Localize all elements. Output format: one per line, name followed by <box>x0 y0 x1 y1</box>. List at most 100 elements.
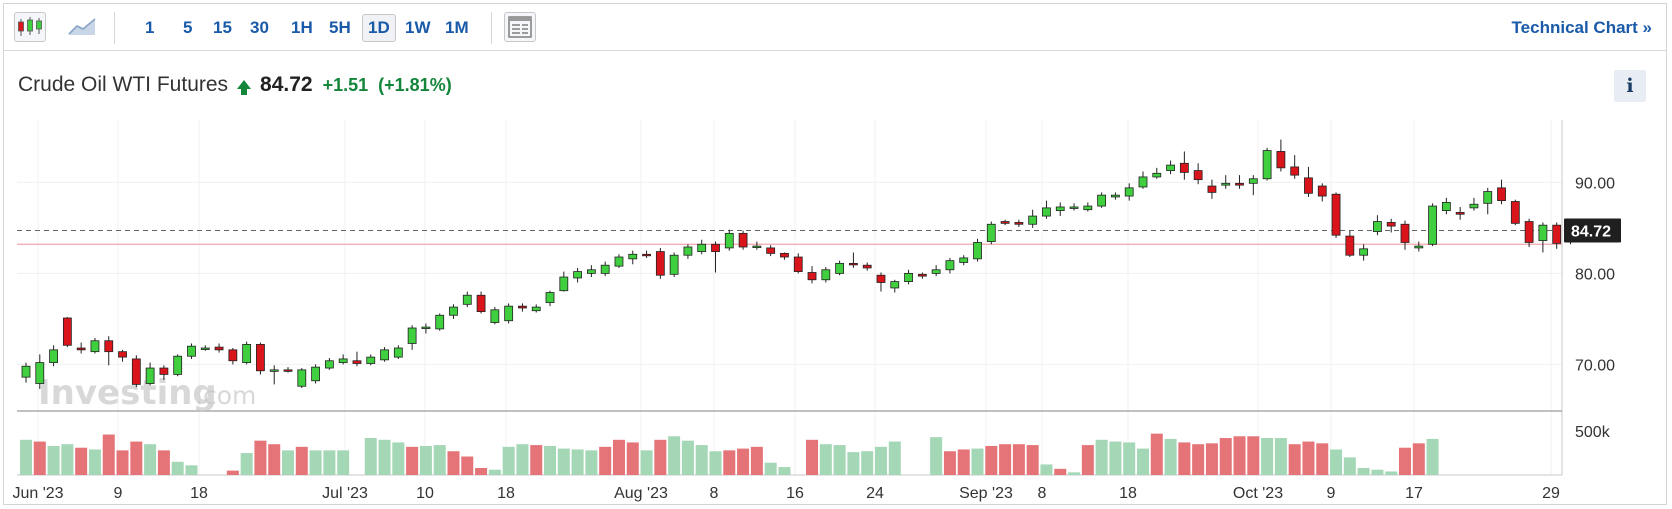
candlestick-chart-icon[interactable] <box>14 12 46 42</box>
candle-body <box>1235 182 1244 186</box>
volume-bar <box>544 445 557 475</box>
area-chart-icon[interactable] <box>66 12 98 42</box>
candle-body <box>1166 164 1175 171</box>
volume-bar <box>1371 469 1384 475</box>
candle-body <box>352 360 362 364</box>
candle-body <box>573 271 582 279</box>
candle-body <box>655 251 665 276</box>
timeframe-1w[interactable]: 1W <box>405 18 431 37</box>
volume-bar <box>461 456 474 475</box>
volume-bar <box>447 451 460 475</box>
volume-bar <box>1247 436 1260 475</box>
candle-body <box>1152 172 1162 178</box>
candle-body <box>931 269 941 274</box>
x-axis-label: Jun '23 <box>12 485 63 502</box>
candle-body <box>324 360 334 369</box>
candle-body <box>738 232 748 248</box>
volume-bar <box>833 445 846 475</box>
volume-bar <box>1233 436 1246 475</box>
candle-body <box>1262 150 1272 180</box>
technical-chart-link[interactable]: Technical Chart » <box>1511 18 1652 37</box>
volume-bar <box>1385 471 1398 475</box>
candle-body <box>407 327 417 344</box>
volume-bar <box>323 450 336 475</box>
x-axis-label: 16 <box>786 485 804 502</box>
timeframe-5[interactable]: 5 <box>183 18 193 37</box>
x-axis-label: 10 <box>416 485 434 502</box>
price-change: +1.51 <box>322 74 369 95</box>
volume-bar <box>226 470 239 475</box>
candle-body <box>1510 201 1520 224</box>
candle-body <box>366 356 376 364</box>
candle-body <box>131 358 141 385</box>
candle-body <box>449 306 458 316</box>
volume-bar <box>681 440 694 475</box>
candle-body <box>1069 206 1079 209</box>
timeframe-30[interactable]: 30 <box>250 18 269 37</box>
timeframe-1d[interactable]: 1D <box>362 14 396 42</box>
candle-body <box>256 343 265 372</box>
volume-bar <box>943 451 956 475</box>
candle-body <box>338 358 348 363</box>
timeframe-5h[interactable]: 5H <box>329 18 351 37</box>
y-axis-label: 80.00 <box>1575 266 1615 283</box>
volume-bar <box>1068 472 1081 475</box>
timeframe-1h[interactable]: 1H <box>291 18 313 37</box>
timeframe-1m[interactable]: 1M <box>445 18 469 37</box>
candle-body <box>1124 187 1134 197</box>
volume-bar <box>102 434 115 475</box>
candle-body <box>697 243 707 252</box>
candle-body <box>200 347 210 350</box>
candle-body <box>1014 222 1024 225</box>
candle-body <box>21 365 31 378</box>
candle-body <box>1042 207 1051 217</box>
timeframe-15[interactable]: 15 <box>213 18 232 37</box>
volume-bar <box>61 444 74 475</box>
candle-body <box>973 242 982 260</box>
candle-body <box>518 305 527 309</box>
x-axis-label: Oct '23 <box>1233 485 1283 502</box>
candle-body <box>1469 203 1479 209</box>
volume-bar <box>764 462 777 475</box>
volume-bar <box>640 450 653 475</box>
candle-body <box>683 246 693 256</box>
volume-bar <box>709 451 722 475</box>
volume-bar <box>1357 467 1370 475</box>
candle-body <box>752 245 762 249</box>
volume-bar <box>171 461 184 475</box>
candle-body <box>173 355 183 375</box>
candle-body <box>297 369 307 387</box>
volume-bar <box>47 445 60 475</box>
volume-bar <box>1274 438 1287 475</box>
volume-bar <box>874 446 887 475</box>
chart-widget: 1 5 15 30 1H 5H 1D 1W 1M Technical Chart » Crude… <box>3 3 1667 505</box>
candle-body <box>600 264 610 274</box>
volume-bar <box>599 446 612 475</box>
candle-body <box>890 281 900 289</box>
volume-bar <box>364 438 377 475</box>
volume-bar <box>240 453 253 475</box>
volume-bar <box>419 445 432 475</box>
candle-body <box>793 256 803 272</box>
news-layout-icon[interactable] <box>504 12 536 42</box>
candle-body <box>986 223 996 242</box>
candle-body <box>269 369 279 372</box>
candle-body <box>421 326 431 329</box>
candle-body <box>311 366 320 382</box>
candle-body <box>1276 151 1286 169</box>
volume-bar <box>295 446 308 475</box>
candle-body <box>1552 224 1562 244</box>
candle-body <box>821 269 831 281</box>
volume-bar <box>337 450 350 475</box>
info-button[interactable]: i <box>1614 70 1646 102</box>
candle-body <box>435 314 445 330</box>
candle-body <box>807 272 817 281</box>
volume-bar <box>406 446 419 475</box>
price-change-percent: (+1.81%) <box>378 74 452 95</box>
candle-body <box>1497 187 1506 202</box>
volume-bar <box>1288 444 1301 475</box>
timeframe-1[interactable]: 1 <box>145 18 155 37</box>
volume-bar <box>1095 439 1108 475</box>
candle-body <box>1304 177 1313 194</box>
